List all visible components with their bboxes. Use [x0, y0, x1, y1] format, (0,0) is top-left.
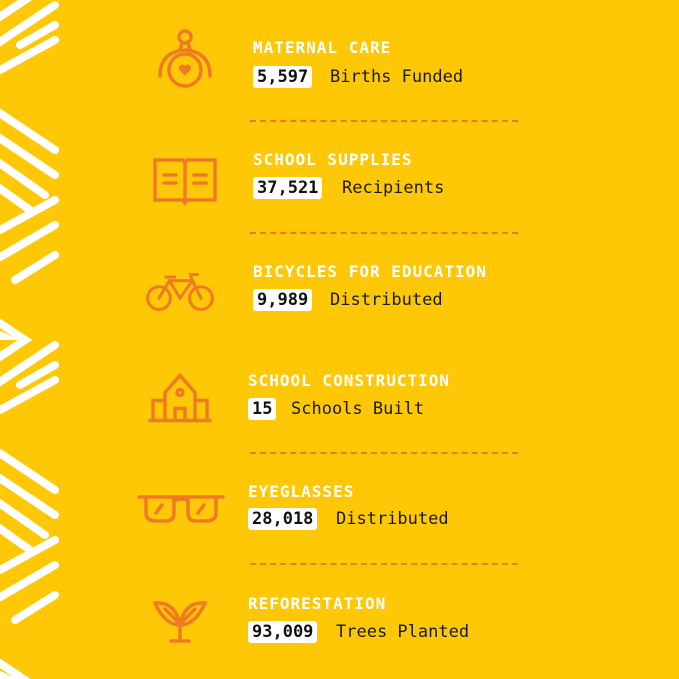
item-title: REFORESTATION: [248, 594, 387, 613]
item-title: SCHOOL CONSTRUCTION: [248, 371, 451, 390]
item-title: EYEGLASSES: [248, 482, 355, 501]
dashed-divider: [250, 563, 518, 565]
item-unit: Recipients: [342, 178, 445, 198]
tribal-pattern-decoration: [0, 0, 62, 679]
item-title: MATERNAL CARE: [253, 38, 392, 57]
item-unit: Trees Planted: [336, 622, 470, 642]
item-value: 93,009: [248, 621, 318, 643]
item-title: BICYCLES FOR EDUCATION: [253, 262, 487, 281]
dashed-divider: [250, 120, 518, 122]
item-value: 5,597: [253, 66, 313, 88]
eyeglasses-icon: [137, 495, 225, 523]
item-value: 9,989: [253, 289, 313, 311]
dashed-divider: [250, 232, 518, 234]
item-unit: Schools Built: [291, 399, 425, 419]
open-book-icon: [153, 158, 217, 207]
item-unit: Births Funded: [330, 67, 464, 87]
item-unit: Distributed: [336, 509, 449, 529]
item-title: SCHOOL SUPPLIES: [253, 150, 413, 169]
mother-heart-icon: [158, 29, 212, 88]
sprout-icon: [152, 601, 208, 643]
bicycle-icon: [146, 272, 214, 312]
school-house-icon: [148, 372, 212, 423]
item-value: 37,521: [253, 177, 323, 199]
dashed-divider: [250, 452, 518, 454]
item-unit: Distributed: [330, 290, 443, 310]
item-value: 15: [248, 398, 277, 420]
item-value: 28,018: [248, 508, 318, 530]
